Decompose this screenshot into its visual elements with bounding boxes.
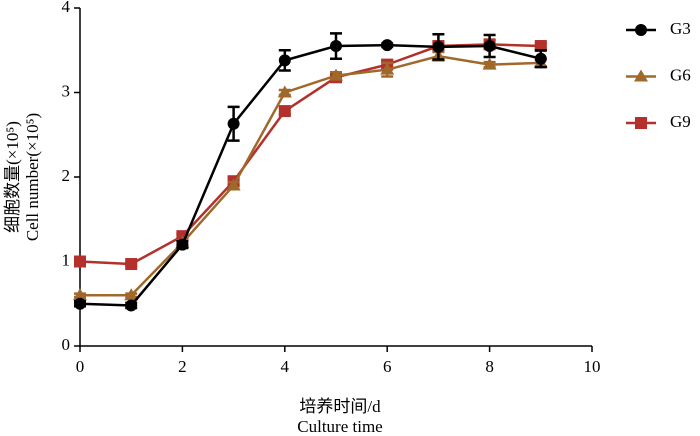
marker <box>74 255 86 268</box>
series-line <box>79 43 541 266</box>
legend-label: G9 <box>670 112 691 131</box>
y-tick-label: 2 <box>62 166 71 185</box>
y-axis-label: Cell number(×10⁵) <box>23 113 42 241</box>
y-tick-label: 4 <box>62 0 71 16</box>
series-line <box>80 54 541 297</box>
marker <box>380 62 395 75</box>
x-tick-label: 8 <box>485 357 494 376</box>
marker <box>381 39 394 52</box>
marker <box>277 85 292 98</box>
x-axis-label: Culture time <box>297 417 382 436</box>
marker <box>73 288 87 301</box>
legend-label: G3 <box>670 19 691 38</box>
marker <box>432 40 445 53</box>
marker <box>534 52 547 65</box>
legend-label: G6 <box>670 65 691 84</box>
x-tick-label: 6 <box>383 357 392 376</box>
marker <box>125 299 138 312</box>
x-tick-label: 10 <box>584 357 601 376</box>
marker <box>329 68 343 81</box>
marker <box>125 258 138 271</box>
marker <box>124 288 139 301</box>
y-tick-label: 0 <box>62 335 71 354</box>
marker <box>330 40 342 53</box>
marker <box>176 238 189 251</box>
marker <box>278 105 291 118</box>
series-line <box>79 43 542 307</box>
y-axis-label: 细胞数量(×10⁵) <box>3 121 22 233</box>
marker <box>74 297 86 310</box>
legend-marker <box>635 24 647 36</box>
marker <box>278 54 291 67</box>
legend-marker <box>635 117 647 129</box>
x-tick-label: 0 <box>76 357 85 376</box>
y-tick-label: 3 <box>62 81 71 100</box>
x-axis-label: 培养时间/d <box>299 397 381 416</box>
legend-marker <box>634 69 648 82</box>
y-tick-label: 1 <box>62 250 71 269</box>
x-tick-label: 4 <box>281 357 290 376</box>
x-tick-label: 2 <box>178 357 187 376</box>
marker <box>483 40 496 53</box>
marker <box>482 57 497 70</box>
marker <box>226 178 241 191</box>
marker <box>227 117 240 130</box>
